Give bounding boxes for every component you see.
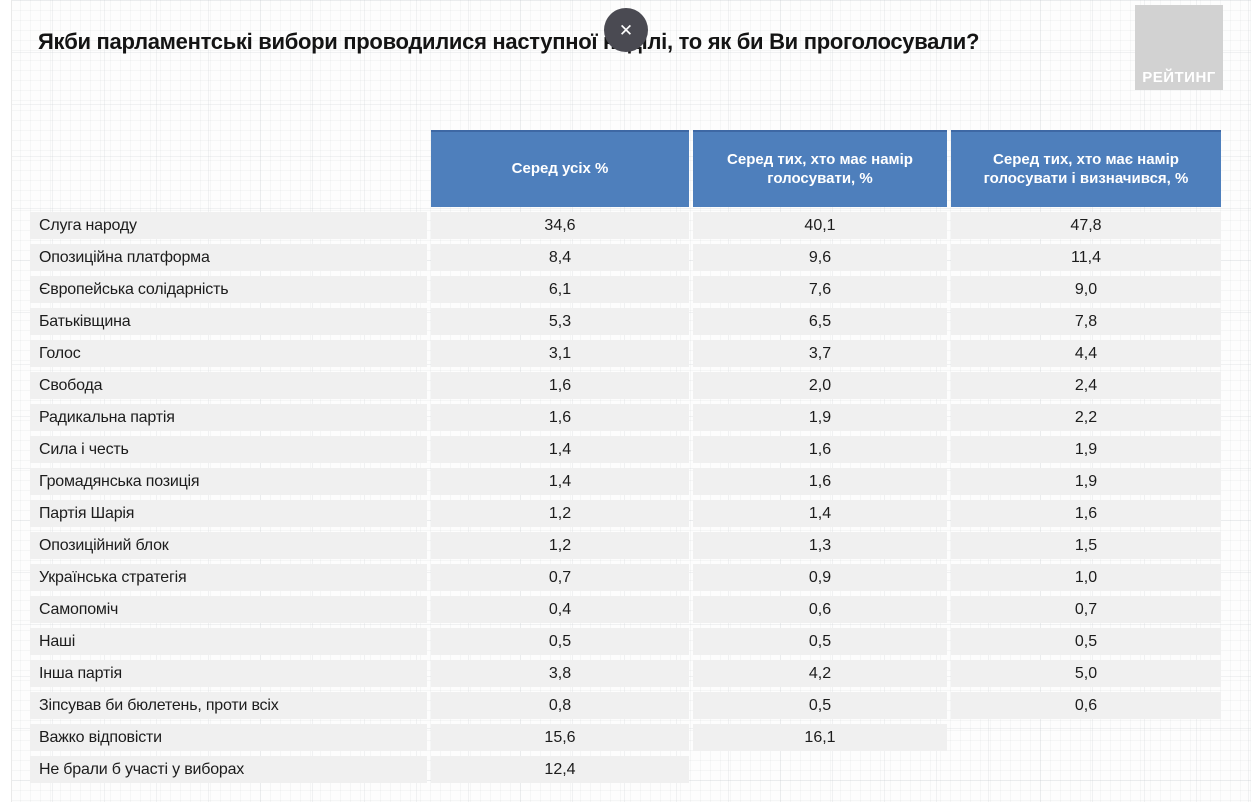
value-cell-intend-and-decided <box>951 724 1221 751</box>
value-cell-intend-and-decided: 1,5 <box>951 532 1221 559</box>
close-icon: ✕ <box>618 20 634 40</box>
party-name-cell: Зіпсував би бюлетень, проти всіх <box>30 692 427 719</box>
value-cell-intend-to-vote: 4,2 <box>693 660 947 687</box>
value-cell-among-all: 5,3 <box>431 308 689 335</box>
header-blank-cell <box>30 130 427 207</box>
party-name-cell: Партія Шарія <box>30 500 427 527</box>
party-name-cell: Самопоміч <box>30 596 427 623</box>
party-name-cell: Опозиційний блок <box>30 532 427 559</box>
value-cell-intend-and-decided: 47,8 <box>951 212 1221 239</box>
value-cell-intend-and-decided: 4,4 <box>951 340 1221 367</box>
value-cell-intend-and-decided: 11,4 <box>951 244 1221 271</box>
value-cell-among-all: 1,4 <box>431 436 689 463</box>
value-cell-among-all: 34,6 <box>431 212 689 239</box>
value-cell-intend-to-vote: 1,6 <box>693 436 947 463</box>
value-cell-among-all: 0,5 <box>431 628 689 655</box>
rating-logo: РЕЙТИНГ <box>1135 5 1223 90</box>
value-cell-intend-to-vote: 2,0 <box>693 372 947 399</box>
party-name-cell: Українська стратегія <box>30 564 427 591</box>
value-cell-intend-to-vote: 0,5 <box>693 692 947 719</box>
value-cell-among-all: 0,7 <box>431 564 689 591</box>
party-name-cell: Не брали б участі у виборах <box>30 756 427 783</box>
value-cell-among-all: 1,2 <box>431 532 689 559</box>
value-cell-intend-and-decided: 9,0 <box>951 276 1221 303</box>
value-cell-intend-to-vote: 40,1 <box>693 212 947 239</box>
value-cell-among-all: 8,4 <box>431 244 689 271</box>
value-cell-intend-to-vote: 0,5 <box>693 628 947 655</box>
value-cell-intend-and-decided: 7,8 <box>951 308 1221 335</box>
value-cell-intend-to-vote: 1,9 <box>693 404 947 431</box>
value-cell-intend-to-vote: 3,7 <box>693 340 947 367</box>
value-cell-intend-to-vote: 16,1 <box>693 724 947 751</box>
column-header-among-all: Серед усіх % <box>431 130 689 207</box>
party-name-cell: Радикальна партія <box>30 404 427 431</box>
party-name-cell: Інша партія <box>30 660 427 687</box>
value-cell-intend-and-decided: 1,0 <box>951 564 1221 591</box>
column-header-intend-and-decided: Серед тих, хто має намір голосувати і ви… <box>951 130 1221 207</box>
party-name-cell: Наші <box>30 628 427 655</box>
value-cell-among-all: 1,2 <box>431 500 689 527</box>
value-cell-intend-to-vote <box>693 756 947 783</box>
party-name-cell: Громадянська позиція <box>30 468 427 495</box>
value-cell-among-all: 1,6 <box>431 372 689 399</box>
value-cell-intend-and-decided: 0,6 <box>951 692 1221 719</box>
party-name-cell: Слуга народу <box>30 212 427 239</box>
value-cell-intend-to-vote: 0,6 <box>693 596 947 623</box>
value-cell-intend-to-vote: 1,4 <box>693 500 947 527</box>
value-cell-among-all: 3,1 <box>431 340 689 367</box>
value-cell-intend-to-vote: 6,5 <box>693 308 947 335</box>
poll-results-table: Серед усіх % Серед тих, хто має намір го… <box>30 130 1221 783</box>
value-cell-intend-and-decided: 1,6 <box>951 500 1221 527</box>
party-name-cell: Сила і честь <box>30 436 427 463</box>
value-cell-intend-to-vote: 9,6 <box>693 244 947 271</box>
value-cell-among-all: 1,4 <box>431 468 689 495</box>
value-cell-among-all: 1,6 <box>431 404 689 431</box>
value-cell-among-all: 15,6 <box>431 724 689 751</box>
rating-logo-text: РЕЙТИНГ <box>1142 69 1216 86</box>
value-cell-intend-and-decided: 2,2 <box>951 404 1221 431</box>
value-cell-intend-and-decided: 0,7 <box>951 596 1221 623</box>
page-title: Якби парламентські вибори проводилися на… <box>38 29 980 54</box>
value-cell-among-all: 12,4 <box>431 756 689 783</box>
value-cell-among-all: 0,8 <box>431 692 689 719</box>
value-cell-intend-and-decided <box>951 756 1221 783</box>
value-cell-intend-and-decided: 2,4 <box>951 372 1221 399</box>
party-name-cell: Важко відповісти <box>30 724 427 751</box>
value-cell-intend-and-decided: 0,5 <box>951 628 1221 655</box>
value-cell-intend-and-decided: 1,9 <box>951 468 1221 495</box>
column-header-intend-to-vote: Серед тих, хто має намір голосувати, % <box>693 130 947 207</box>
value-cell-intend-and-decided: 1,9 <box>951 436 1221 463</box>
value-cell-among-all: 3,8 <box>431 660 689 687</box>
value-cell-among-all: 6,1 <box>431 276 689 303</box>
party-name-cell: Свобода <box>30 372 427 399</box>
close-button[interactable]: ✕ <box>604 8 648 52</box>
party-name-cell: Голос <box>30 340 427 367</box>
party-name-cell: Європейська солідарність <box>30 276 427 303</box>
value-cell-among-all: 0,4 <box>431 596 689 623</box>
party-name-cell: Батьківщина <box>30 308 427 335</box>
value-cell-intend-to-vote: 1,3 <box>693 532 947 559</box>
party-name-cell: Опозиційна платформа <box>30 244 427 271</box>
value-cell-intend-and-decided: 5,0 <box>951 660 1221 687</box>
value-cell-intend-to-vote: 7,6 <box>693 276 947 303</box>
value-cell-intend-to-vote: 1,6 <box>693 468 947 495</box>
left-gutter <box>0 0 12 802</box>
value-cell-intend-to-vote: 0,9 <box>693 564 947 591</box>
